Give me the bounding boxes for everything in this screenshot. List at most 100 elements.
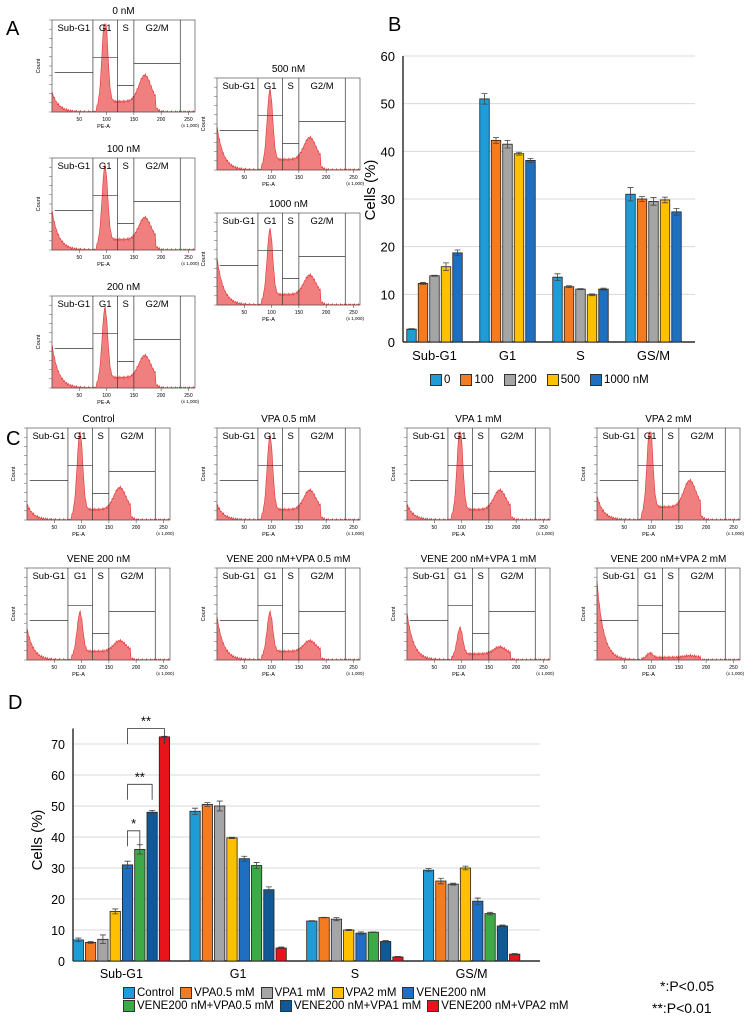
legend-item: VPA2 mM [331, 987, 396, 999]
legend-item: 0 [430, 374, 450, 386]
bar [121, 864, 134, 962]
legend-item: Control [123, 987, 174, 999]
legend-item: 200 [503, 374, 537, 386]
bar [513, 153, 525, 343]
y-axis-label: Count [201, 251, 207, 266]
histogram-title: VENE 200 nM+VPA 1 mM [421, 554, 537, 565]
legend-swatch [180, 987, 193, 999]
bar [238, 858, 250, 962]
histogram-area [406, 431, 550, 521]
y-axis-label: Count [11, 606, 17, 621]
x-unit-label: (x 1,000) [346, 316, 364, 321]
histogram-title: Control [82, 414, 114, 425]
x-tick-label: 50 [242, 665, 248, 671]
category-label: S [576, 348, 585, 363]
legend-label: 0 [444, 374, 451, 386]
histogram-area [51, 306, 195, 389]
histogram-area [216, 228, 360, 306]
gate-label: Sub-G1 [222, 431, 255, 442]
bar [586, 294, 598, 343]
y-axis-label: Count [36, 58, 42, 73]
bar [423, 869, 435, 962]
gate-label: G2/M [500, 571, 523, 582]
x-tick-label: 150 [130, 255, 139, 261]
x-tick-label: 150 [295, 525, 304, 531]
histogram: VENE 200 nM+VPA 0.5 mM Sub-G1 G1 S G2/M 50 100… [201, 554, 364, 678]
y-tick-label: 70 [51, 738, 65, 752]
legend-swatch [279, 1000, 292, 1012]
error-bar [228, 836, 235, 839]
x-tick-label: 250 [539, 525, 548, 531]
gate-label: S [288, 571, 294, 582]
y-tick-label: 30 [51, 862, 65, 876]
histogram-area [406, 612, 550, 661]
legend-label: VPA1 mM [274, 987, 326, 999]
gate-label: G2/M [120, 571, 143, 582]
x-axis-label: PE-A [452, 532, 465, 538]
x-tick-label: 250 [349, 310, 358, 316]
bar [648, 200, 659, 343]
gate-label: G2/M [120, 431, 143, 442]
x-tick-label: 200 [322, 310, 331, 316]
bar [72, 939, 84, 962]
y-tick-label: 0 [58, 955, 65, 969]
x-tick-label: 250 [539, 665, 548, 671]
significance-bracket [127, 783, 153, 800]
error-bar [216, 800, 223, 812]
y-axis-label: Count [201, 466, 207, 481]
significance-label: ** [141, 714, 151, 729]
x-tick-label: 200 [322, 665, 331, 671]
legend-label: VENE200 nM+VPA1 mM [293, 1000, 422, 1012]
x-tick-label: 50 [432, 665, 438, 671]
gate-label: G2/M [145, 23, 168, 34]
gate-label: Sub-G1 [412, 571, 445, 582]
error-bar [454, 249, 461, 257]
error-bar [308, 920, 315, 922]
x-tick-label: 250 [729, 665, 738, 671]
gate-label: S [288, 81, 294, 92]
y-tick-label: 40 [381, 144, 395, 159]
legend-swatch [123, 987, 135, 999]
legend-swatch [589, 374, 602, 386]
legend-swatch [402, 987, 415, 999]
bar [447, 883, 459, 962]
legend-swatch [430, 374, 442, 386]
histogram-area [216, 610, 360, 661]
legend-label: 100 [474, 374, 494, 386]
gate-label: G1 [99, 161, 112, 172]
x-tick-label: 200 [702, 665, 711, 671]
error-bar [370, 931, 377, 933]
x-tick-label: 200 [157, 393, 166, 399]
gate-label: G2/M [310, 571, 333, 582]
error-bar [577, 288, 584, 290]
bar [435, 880, 447, 962]
x-unit-label: (x 1,000) [156, 531, 174, 536]
x-tick-label: 150 [295, 665, 304, 671]
y-axis-title: Cells (%) [362, 160, 379, 221]
x-tick-label: 50 [77, 393, 83, 399]
histogram-area [51, 164, 195, 251]
legend-swatch [427, 1000, 440, 1012]
gate-label: Sub-G1 [32, 571, 65, 582]
bar [636, 198, 648, 343]
bar [189, 810, 201, 962]
gate-label: Sub-G1 [602, 431, 635, 442]
gate-label: S [668, 431, 674, 442]
error-bar [278, 946, 285, 950]
error-bar [639, 196, 645, 202]
bar [472, 900, 484, 962]
y-axis-label: Count [391, 466, 397, 481]
x-unit-label: (x 1,000) [536, 531, 554, 536]
bar [429, 275, 440, 343]
error-bar [437, 877, 444, 885]
gate-label: G2/M [690, 431, 713, 442]
legend-b: 0 100 200 500 1000 nM [430, 374, 730, 386]
legend-item: VENE200 nM+VPA0.5 mM [123, 1000, 274, 1012]
x-tick-label: 250 [159, 665, 168, 671]
x-axis-label: PE-A [262, 532, 275, 538]
y-axis-label: Count [581, 466, 587, 481]
x-tick-label: 200 [702, 525, 711, 531]
gate-label: G2/M [310, 216, 333, 227]
bar [158, 736, 170, 962]
